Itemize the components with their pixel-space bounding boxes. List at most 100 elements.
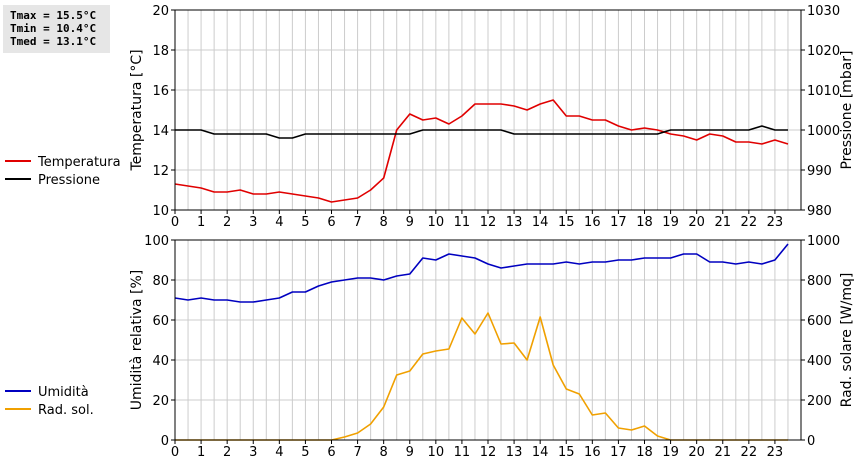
y-axis-right-title: Pressione [mbar]: [839, 50, 855, 169]
x-tick-label: 7: [353, 215, 361, 230]
y-right-tick-label: 600: [807, 314, 832, 329]
y-axis-left-ticks: 0 20 40 60 80 100: [144, 234, 175, 449]
x-tick-label: 2: [223, 445, 231, 460]
x-tick-label: 13: [506, 215, 523, 230]
y-right-tick-label: 990: [807, 164, 832, 179]
legend: Temperatura Pressione: [5, 155, 121, 188]
series-lines: [174, 99, 789, 203]
x-tick-label: 15: [558, 445, 575, 460]
x-tick-label: 10: [428, 445, 445, 460]
x-tick-label: 21: [714, 215, 731, 230]
x-tick-label: 23: [767, 445, 784, 460]
series-line-0: [174, 99, 789, 203]
x-tick-label: 17: [610, 445, 627, 460]
y-axis-right-ticks: 980 990 1000 1010 1020 1030: [801, 4, 840, 219]
y-axis-right-title: Rad. solare [W/mq]: [839, 273, 855, 408]
grid: [175, 10, 801, 210]
y-right-tick-label: 1010: [807, 84, 840, 99]
x-tick-label: 16: [584, 445, 601, 460]
y-tick-label: 20: [152, 394, 169, 409]
x-tick-label: 5: [301, 215, 309, 230]
x-tick-label: 14: [532, 215, 549, 230]
x-tick-label: 20: [688, 215, 705, 230]
x-tick-label: 15: [558, 215, 575, 230]
x-tick-label: 21: [714, 445, 731, 460]
y-right-tick-label: 980: [807, 204, 832, 219]
x-tick-label: 22: [741, 215, 758, 230]
x-tick-label: 4: [275, 215, 283, 230]
stat-tmax: Tmax = 15.5°C: [10, 9, 97, 22]
y-right-tick-label: 800: [807, 274, 832, 289]
x-tick-label: 14: [532, 445, 549, 460]
y-right-tick-label: 0: [807, 434, 815, 449]
x-tick-label: 9: [406, 215, 414, 230]
y-tick-label: 12: [152, 164, 169, 179]
x-tick-label: 19: [662, 445, 679, 460]
y-tick-label: 80: [152, 274, 169, 289]
x-axis-ticks: 0 1 2 3 4 5 6 7 8 9 10 11 12 13 14 15 16 17 18 19 20 21 22 23: [171, 210, 783, 230]
x-tick-label: 12: [480, 215, 497, 230]
x-tick-label: 0: [171, 445, 179, 460]
x-tick-label: 8: [380, 215, 388, 230]
stats-box: Tmax = 15.5°C Tmin = 10.4°C Tmed = 13.1°…: [3, 5, 110, 53]
y-tick-label: 10: [152, 204, 169, 219]
y-axis-left-ticks: 10 12 14 16 18 20: [152, 4, 175, 219]
x-tick-label: 4: [275, 445, 283, 460]
stat-tmed: Tmed = 13.1°C: [10, 35, 97, 48]
x-tick-label: 5: [301, 445, 309, 460]
series-line-1: [175, 125, 788, 139]
grid: [175, 240, 801, 440]
x-tick-label: 17: [610, 215, 627, 230]
x-tick-label: 7: [353, 445, 361, 460]
stat-tmin: Tmin = 10.4°C: [10, 22, 97, 35]
y-right-tick-label: 1000: [807, 234, 840, 249]
legend-label-temperatura: Temperatura: [37, 155, 121, 170]
y-right-tick-label: 400: [807, 354, 832, 369]
x-tick-label: 16: [584, 215, 601, 230]
x-tick-label: 11: [454, 215, 471, 230]
y-tick-label: 0: [161, 434, 169, 449]
y-tick-label: 14: [152, 124, 169, 139]
x-tick-label: 22: [741, 445, 758, 460]
x-tick-label: 13: [506, 445, 523, 460]
y-tick-label: 100: [144, 234, 169, 249]
y-tick-label: 18: [152, 44, 169, 59]
x-tick-label: 6: [327, 445, 335, 460]
x-tick-label: 18: [636, 445, 653, 460]
x-tick-label: 20: [688, 445, 705, 460]
series-line-0: [174, 243, 789, 303]
x-tick-label: 8: [380, 445, 388, 460]
x-tick-label: 6: [327, 215, 335, 230]
legend-label-rad-sol: Rad. sol.: [38, 403, 94, 418]
y-tick-label: 16: [152, 84, 169, 99]
y-axis-right-ticks: 0 200 400 600 800 1000: [801, 234, 840, 449]
legend-label-pressione: Pressione: [38, 173, 100, 188]
x-tick-label: 3: [249, 445, 257, 460]
x-tick-label: 9: [406, 445, 414, 460]
x-tick-label: 18: [636, 215, 653, 230]
y-tick-label: 60: [152, 314, 169, 329]
legend-label-umidita: Umidità: [38, 385, 89, 400]
y-axis-left-title: Umidità relativa [%]: [129, 270, 145, 411]
x-tick-label: 3: [249, 215, 257, 230]
x-tick-label: 12: [480, 445, 497, 460]
y-right-tick-label: 1000: [807, 124, 840, 139]
y-right-tick-label: 1020: [807, 44, 840, 59]
x-tick-label: 2: [223, 215, 231, 230]
x-tick-label: 10: [428, 215, 445, 230]
x-axis-ticks: 0 1 2 3 4 5 6 7 8 9 10 11 12 13 14 15 16 17 18 19 20 21 22 23: [171, 440, 783, 460]
x-tick-label: 0: [171, 215, 179, 230]
y-tick-label: 40: [152, 354, 169, 369]
y-right-tick-label: 200: [807, 394, 832, 409]
legend: Umidità Rad. sol.: [5, 385, 94, 418]
y-tick-label: 20: [152, 4, 169, 19]
x-tick-label: 1: [197, 445, 205, 460]
x-tick-label: 19: [662, 215, 679, 230]
x-tick-label: 1: [197, 215, 205, 230]
x-tick-label: 23: [767, 215, 784, 230]
y-axis-left-title: Temperatura [°C]: [129, 49, 145, 171]
y-right-tick-label: 1030: [807, 4, 840, 19]
